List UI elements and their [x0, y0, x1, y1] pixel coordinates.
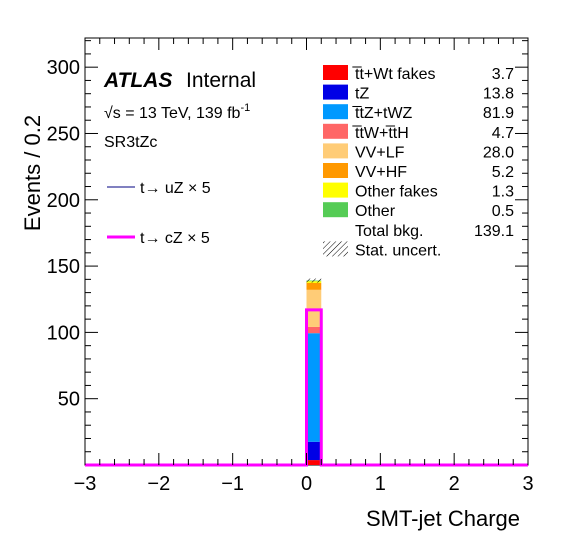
- bar-segment-5: [306, 282, 322, 290]
- legend: t̅t+Wt fakes 3.7 tZ 13.8 t̅tZ+tWZ 81.9 t̅tW+t̅…: [323, 65, 514, 259]
- legend-label: Other fakes: [355, 184, 438, 201]
- x-tick-label: −3: [74, 473, 97, 495]
- legend-swatch: [323, 163, 348, 178]
- signal-legend: t→ uZ × 5 t→ cZ × 5: [107, 180, 211, 247]
- x-axis-label: SMT-jet Charge: [366, 506, 520, 531]
- bar-segment-3: [306, 326, 322, 334]
- x-tick-label: 2: [449, 473, 460, 495]
- internal-label: Internal: [186, 69, 256, 92]
- legend-value: 4.7: [492, 125, 514, 142]
- y-axis-label: Events / 0.2: [20, 115, 45, 231]
- legend-label: t̅tW+t̅tH: [352, 124, 409, 141]
- y-tick-label: 300: [47, 57, 80, 79]
- bar-segment-0: [306, 460, 322, 465]
- legend-swatch: [323, 202, 348, 218]
- legend-swatch: [323, 84, 348, 100]
- x-tick-label: 3: [522, 473, 533, 495]
- x-tick-label: 0: [301, 473, 312, 495]
- atlas-label: ATLAS: [103, 69, 172, 92]
- legend-swatch: [323, 104, 348, 120]
- legend-value: 28.0: [483, 144, 514, 161]
- legend-value: 0.5: [492, 203, 514, 220]
- bar-segment-2: [306, 333, 322, 442]
- y-tick-label: 150: [47, 256, 80, 278]
- axis-ticks: −3 −2 −1 0 1 2 3 50 100 150 200 250 300: [47, 38, 534, 495]
- signal-line-1: [85, 308, 528, 467]
- energy-lumi-label: √s = 13 TeV, 139 fb-1: [104, 102, 250, 122]
- stacked-bars: [306, 278, 322, 465]
- x-tick-label: 1: [375, 473, 386, 495]
- legend-uncert-swatch: [323, 241, 348, 257]
- signal-legend-label: t→ uZ × 5: [140, 180, 211, 197]
- legend-value: 5.2: [492, 164, 514, 181]
- legend-swatch: [323, 65, 348, 80]
- legend-label: VV+LF: [355, 144, 405, 161]
- legend-label: tZ: [355, 86, 369, 103]
- legend-label: VV+HF: [355, 164, 407, 181]
- legend-swatch: [323, 182, 348, 198]
- bar-segment-1: [306, 441, 322, 461]
- y-tick-label: 50: [58, 389, 80, 411]
- legend-swatch: [323, 143, 348, 159]
- region-label: SR3tZc: [104, 134, 157, 151]
- legend-total-label: Total bkg.: [355, 223, 423, 240]
- legend-label: t̅t+Wt fakes: [352, 66, 435, 83]
- y-tick-label: 100: [47, 322, 80, 344]
- legend-value: 81.9: [483, 105, 514, 122]
- signal-legend-label: t→ cZ × 5: [140, 230, 210, 247]
- signal-histograms: [85, 308, 528, 467]
- x-tick-label: −2: [147, 473, 170, 495]
- legend-swatch: [323, 123, 348, 139]
- y-tick-label: 200: [47, 190, 80, 212]
- y-tick-label: 250: [47, 123, 80, 145]
- legend-value: 3.7: [492, 66, 514, 83]
- x-tick-label: −1: [221, 473, 244, 495]
- legend-total-value: 139.1: [474, 223, 514, 240]
- legend-label: Other: [355, 203, 396, 220]
- legend-value: 1.3: [492, 184, 514, 201]
- legend-uncert-label: Stat. uncert.: [355, 242, 441, 259]
- legend-value: 13.8: [483, 86, 514, 103]
- legend-label: t̅tZ+tWZ: [352, 105, 413, 122]
- stat-uncert-band: [306, 278, 322, 283]
